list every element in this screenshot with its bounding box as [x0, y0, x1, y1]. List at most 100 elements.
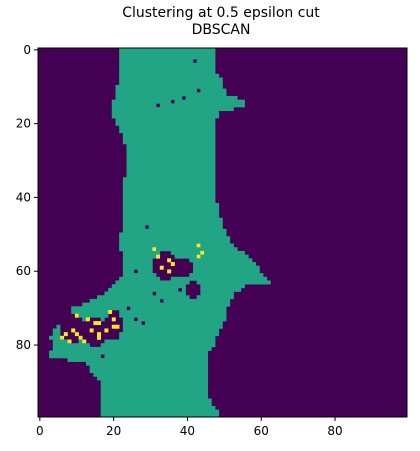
noise-cell-run: [60, 335, 65, 340]
cluster-cell-run: [156, 291, 186, 296]
cluster-cell-run: [192, 262, 257, 267]
cluster-cell-run: [119, 66, 216, 71]
cluster-cell-run: [126, 169, 216, 174]
cluster-cell-run: [122, 140, 216, 145]
cluster-cell-run: [122, 221, 223, 226]
cluster-cell-run: [52, 343, 90, 348]
cluster-cell-run: [119, 236, 231, 241]
cluster-cell-run: [196, 59, 216, 64]
cluster-cell-run: [115, 84, 223, 89]
cluster-cell-run: [200, 254, 249, 259]
cluster-cell-run: [49, 350, 209, 355]
cluster-cell-run: [89, 298, 161, 303]
x-axis: 0 20 40 60 80: [36, 417, 343, 438]
cluster-cell-run: [119, 239, 231, 244]
y-tick-label: 40: [16, 190, 31, 204]
cluster-cell-run: [122, 262, 153, 267]
cluster-cell-run: [126, 147, 216, 152]
cluster-cell-run: [122, 254, 157, 259]
cluster-cell-run: [89, 365, 209, 370]
cluster-cell-run: [119, 309, 227, 314]
x-tick-label: 80: [327, 424, 342, 438]
heatmap-plot-area: [37, 47, 408, 418]
cluster-cell-run: [185, 95, 238, 100]
cluster-cell-run: [119, 125, 216, 130]
cluster-cell-run: [49, 354, 102, 359]
cluster-cell-run: [100, 398, 212, 403]
cluster-cell-run: [122, 214, 220, 219]
cluster-cell-run: [115, 121, 216, 126]
chart-title-line-1: Clustering at 0.5 epsilon cut: [122, 5, 320, 21]
cluster-cell-run: [122, 199, 216, 204]
cluster-cell-run: [119, 335, 216, 340]
cluster-cell-run: [100, 405, 216, 410]
cluster-cell-run: [52, 328, 61, 333]
noise-cell-run: [71, 328, 76, 333]
cluster-cell-run: [137, 269, 153, 274]
cluster-cell-run: [122, 206, 220, 211]
cluster-cell-run: [122, 132, 216, 137]
cluster-cell-run: [192, 269, 260, 274]
cluster-cell-run: [145, 321, 223, 326]
noise-cell-run: [67, 339, 72, 344]
cluster-cell-run: [196, 295, 234, 300]
cluster-cell-run: [119, 313, 227, 318]
cluster-cell-run: [126, 162, 216, 167]
cluster-cell-run: [122, 317, 135, 322]
cluster-cell-run: [119, 59, 194, 64]
noise-cell-run: [111, 324, 120, 329]
cluster-cell-run: [67, 357, 209, 362]
noise-cell-run: [63, 332, 68, 337]
cluster-cell-run: [119, 77, 223, 82]
y-tick-label: 20: [16, 117, 31, 131]
noise-cell-run: [200, 250, 205, 255]
x-tick-label: 0: [36, 424, 44, 438]
cluster-cell-run: [122, 269, 135, 274]
cluster-cell-run: [119, 332, 220, 337]
chart-title-line-2: DBSCAN: [192, 22, 251, 38]
cluster-cell-run: [119, 48, 216, 52]
noise-cell-run: [85, 317, 90, 322]
x-tick-label: 20: [106, 424, 121, 438]
cluster-cell-run: [200, 291, 234, 296]
cluster-cell-run: [126, 173, 216, 178]
cluster-cell-run: [122, 210, 220, 215]
cluster-cell-run: [100, 391, 209, 396]
cluster-cell-run: [100, 394, 209, 399]
noise-cell-run: [156, 254, 161, 259]
cluster-cell-run: [115, 92, 227, 97]
cluster-cell-run: [49, 335, 61, 340]
cluster-cell-run: [126, 155, 216, 159]
cluster-cell-run: [200, 287, 242, 292]
noise-cell-run: [78, 335, 83, 340]
cluster-cell-run: [78, 313, 109, 318]
cluster-cell-run: [122, 258, 153, 263]
cluster-cell-run: [97, 376, 209, 381]
cluster-cell-run: [119, 232, 227, 237]
cluster-cell-run: [93, 372, 209, 377]
cluster-cell-run: [111, 284, 186, 289]
noise-cell-run: [74, 332, 79, 337]
cluster-cell-run: [122, 191, 216, 196]
cluster-cell-run: [122, 321, 142, 326]
cluster-cell-run: [119, 73, 220, 78]
cluster-cell-run: [115, 280, 190, 285]
cluster-cell-run: [119, 70, 216, 75]
cluster-cell-run: [174, 99, 245, 104]
cluster-cell-run: [115, 88, 197, 93]
cluster-cell-run: [115, 118, 216, 123]
y-tick-label: 80: [16, 338, 31, 352]
cluster-cell-run: [122, 195, 216, 200]
noise-cell-run: [167, 258, 172, 263]
cluster-cell-run: [119, 51, 216, 56]
noise-cell-run: [108, 309, 113, 314]
cluster-cell-run: [111, 114, 220, 119]
cluster-cell-run: [137, 317, 227, 322]
cluster-cell-run: [100, 387, 209, 392]
noise-cell-run: [167, 269, 172, 274]
cluster-cell-run: [100, 383, 209, 388]
cluster-cell-run: [126, 166, 216, 171]
cluster-cell-run: [126, 158, 216, 163]
x-tick-label: 60: [254, 424, 269, 438]
x-tick-label: 40: [180, 424, 195, 438]
